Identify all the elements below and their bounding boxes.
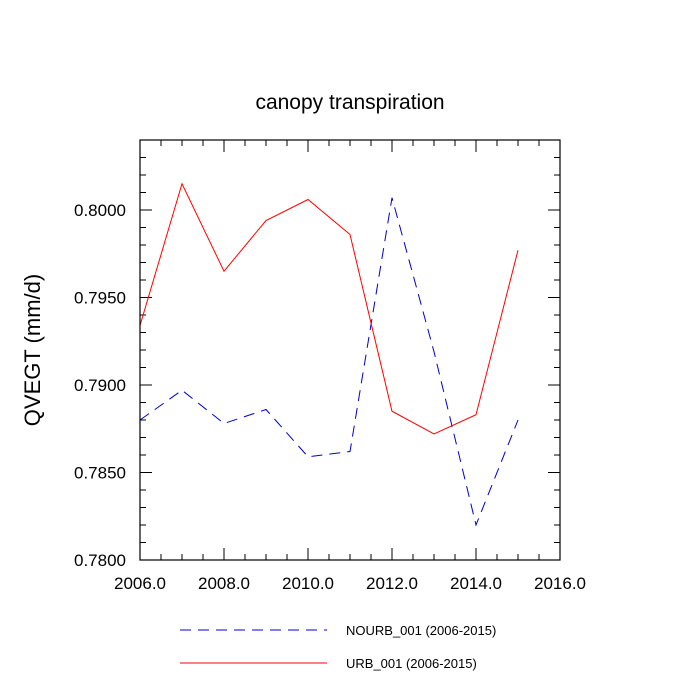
x-tick-label: 2012.0 xyxy=(366,574,418,593)
y-tick-label: 0.7950 xyxy=(74,289,126,308)
x-tick-label: 2014.0 xyxy=(450,574,502,593)
axis-tick-labels: 2006.0 2008.0 2010.0 2012.0 2014.0 2016.0 0.78… xyxy=(74,201,586,593)
legend: NOURB_001 (2006-2015) URB_001 (2006-2015) xyxy=(180,623,496,671)
series-line-1 xyxy=(139,197,519,527)
x-tick-label: 2006.0 xyxy=(114,574,166,593)
y-tick-label: 0.7800 xyxy=(74,551,126,570)
y-tick-label: 0.8000 xyxy=(74,201,126,220)
plot-frame xyxy=(139,139,561,561)
y-tick-label: 0.7850 xyxy=(74,464,126,483)
axis-ticks xyxy=(139,139,561,561)
y-axis-label: QVEGT (mm/d) xyxy=(20,274,45,426)
y-tick-label: 0.7900 xyxy=(74,376,126,395)
x-tick-label: 2016.0 xyxy=(534,574,586,593)
x-tick-label: 2008.0 xyxy=(198,574,250,593)
legend-label-2: URB_001 (2006-2015) xyxy=(346,656,477,671)
chart-title: canopy transpiration xyxy=(255,91,444,114)
legend-label-1: NOURB_001 (2006-2015) xyxy=(346,623,496,638)
series-lines xyxy=(139,182,519,527)
series-line-2 xyxy=(139,182,519,435)
x-tick-label: 2010.0 xyxy=(282,574,334,593)
